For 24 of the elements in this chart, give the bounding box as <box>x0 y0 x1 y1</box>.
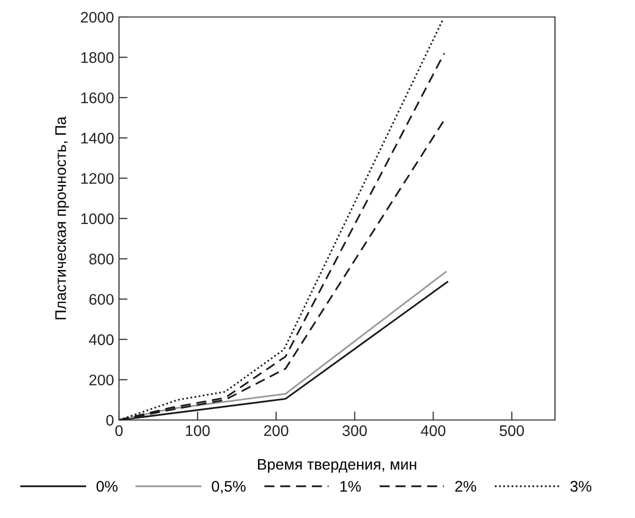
y-tick-label: 2000 <box>80 12 114 23</box>
y-tick-label: 600 <box>89 294 114 305</box>
x-tick-label: 300 <box>342 425 367 436</box>
y-tick-label: 800 <box>89 254 114 264</box>
y-axis-title: Пластическая прочность, Па <box>55 116 70 320</box>
legend-label: 1% <box>340 480 361 492</box>
y-tick-label: 1600 <box>81 92 114 104</box>
y-tick-label: 400 <box>89 334 114 346</box>
y-tick-label: 1200 <box>81 173 114 184</box>
x-tick-label: 400 <box>420 425 446 436</box>
legend-label: 0,5% <box>212 480 246 494</box>
y-tick-label: 1800 <box>81 52 114 63</box>
legend-label: 2% <box>455 480 476 492</box>
legend-label: 0% <box>96 480 118 492</box>
legend-label: 3% <box>570 480 592 492</box>
x-tick-label: 500 <box>500 425 524 436</box>
y-tick-label: 200 <box>89 374 114 386</box>
x-tick-label: 200 <box>264 425 288 436</box>
y-tick-label: 0 <box>106 414 114 426</box>
x-tick-label: 100 <box>186 425 210 436</box>
y-tick-label: 1000 <box>81 213 114 224</box>
y-tick-label: 1400 <box>81 132 114 144</box>
x-axis-title: Время твердения, мин <box>258 459 416 473</box>
x-tick-label: 0 <box>115 425 123 436</box>
